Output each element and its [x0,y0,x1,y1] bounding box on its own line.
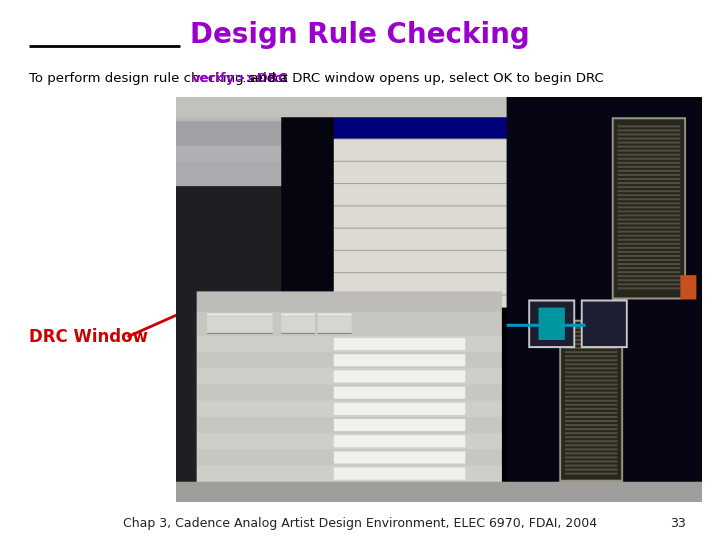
Text: verify>>DRC: verify>>DRC [192,72,288,85]
Text: To perform design rule checking select: To perform design rule checking select [30,72,292,85]
Text: DRC Window: DRC Window [29,328,148,347]
Text: To perform design rule checking select: To perform design rule checking select [29,72,292,85]
Text: Design Rule Checking: Design Rule Checking [190,21,530,49]
Text: ..and a DRC window opens up, select OK to begin DRC: ..and a DRC window opens up, select OK t… [238,72,603,85]
Text: 33: 33 [670,517,685,530]
Text: Chap 3, Cadence Analog Artist Design Environment, ELEC 6970, FDAI, 2004: Chap 3, Cadence Analog Artist Design Env… [123,517,597,530]
